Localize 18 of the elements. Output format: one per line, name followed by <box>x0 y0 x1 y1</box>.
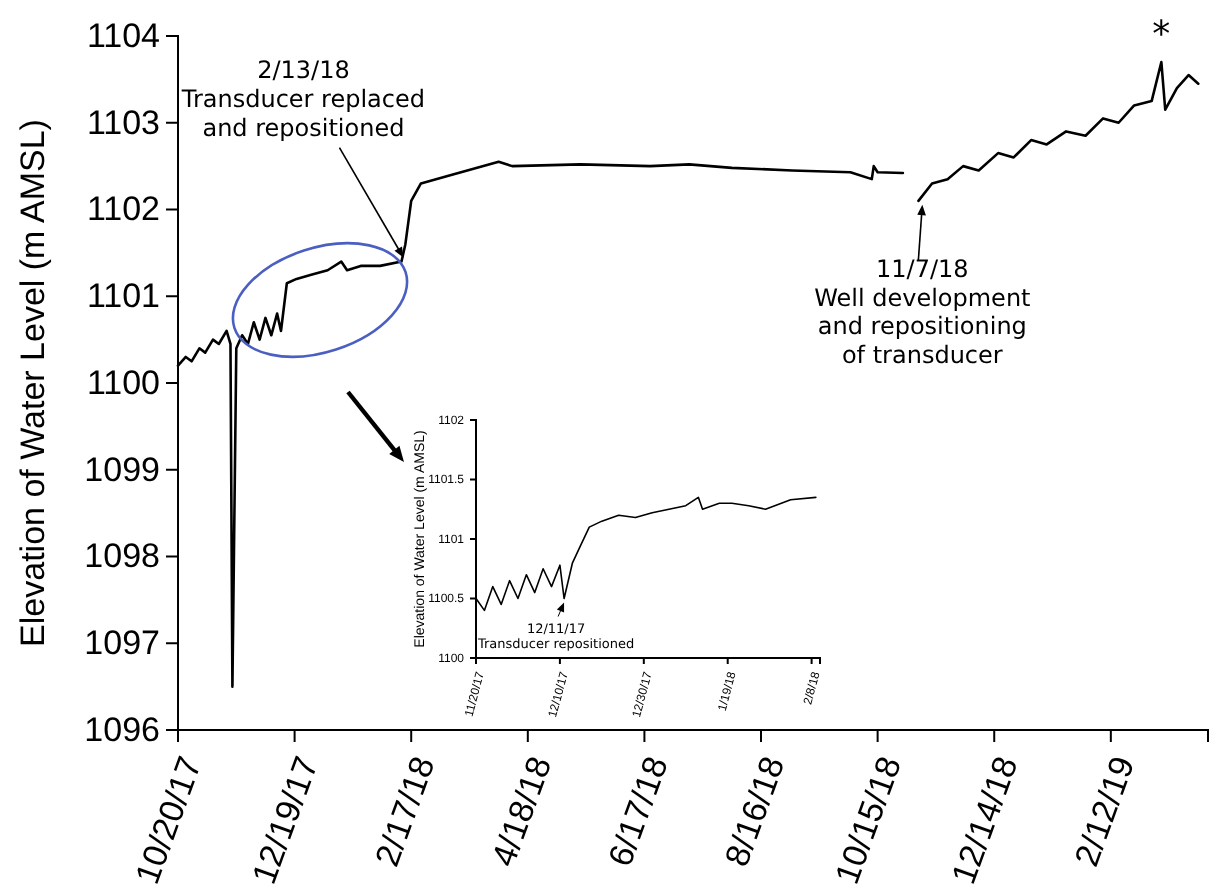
y-tick-label: 1102 <box>86 190 160 229</box>
x-tick-label: 4/18/18 <box>484 751 560 872</box>
annotation: * <box>1152 14 1171 57</box>
annotation: 2/13/18 Transducer replaced and repositioned <box>179 55 426 142</box>
y-tick-label: 1098 <box>84 537 160 576</box>
annotation: 11/7/18 Well development and repositioning of transducer <box>814 254 1032 370</box>
y-axis-title: Elevation of Water Level (m AMSL) <box>14 119 52 647</box>
y-tick-label: 1097 <box>84 624 160 663</box>
x-tick-label: 2/12/19 <box>1067 751 1143 872</box>
y-tick-label: 1099 <box>84 450 160 489</box>
x-tick-label: 2/17/18 <box>368 751 443 872</box>
y-tick-label: 1096 <box>84 710 160 749</box>
x-tick-label: 6/17/18 <box>601 751 676 872</box>
y-tick-label: 1103 <box>86 103 160 142</box>
y-tick-label: 1100 <box>86 363 160 402</box>
y-tick-label: 1101 <box>86 277 160 316</box>
y-tick-label: 1104 <box>86 16 160 55</box>
x-tick-label: 8/16/18 <box>717 751 793 872</box>
